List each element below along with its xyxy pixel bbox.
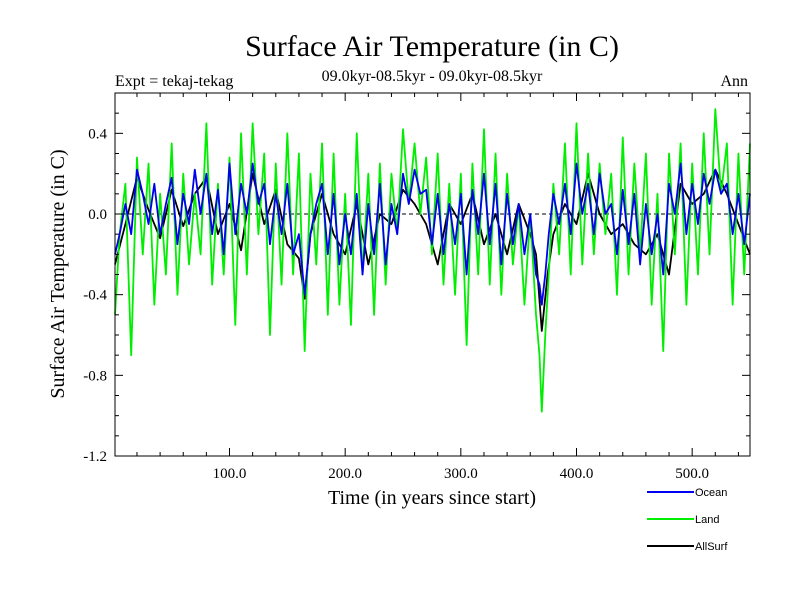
- series-line-land: [114, 108, 751, 413]
- x-tick-label: 500.0: [675, 466, 709, 482]
- axes: 100.0 200.0 300.0 400.0 500.0 0.4 0.0 -0.4 -0.8 -…: [83, 92, 750, 482]
- y-tick-label: -1.2: [83, 449, 107, 465]
- legend: Ocean Land AllSurf: [647, 487, 728, 553]
- y-tick-label: 0.0: [88, 207, 107, 223]
- season-label: Ann: [720, 73, 748, 90]
- y-axis-label: Surface Air Temperature (in C): [47, 149, 69, 398]
- plot-frame: [114, 92, 751, 457]
- y-tick-label: 0.4: [88, 126, 107, 142]
- x-tick-label: 300.0: [444, 466, 478, 482]
- x-tick-label: 200.0: [328, 466, 362, 482]
- x-axis-label: Time (in years since start): [328, 487, 536, 509]
- legend-label-land: Land: [695, 514, 719, 526]
- x-tick-label: 100.0: [213, 466, 247, 482]
- legend-label-allsurf: AllSurf: [695, 541, 728, 553]
- y-tick-label: -0.8: [83, 368, 107, 384]
- period-label: 09.0kyr-08.5kyr - 09.0kyr-08.5kyr: [322, 68, 543, 85]
- legend-label-ocean: Ocean: [695, 487, 727, 499]
- x-tick-label: 400.0: [560, 466, 594, 482]
- plot-area: [114, 108, 751, 413]
- experiment-label: Expt = tekaj-tekag: [115, 73, 233, 90]
- chart-title: Surface Air Temperature (in C): [245, 30, 619, 63]
- y-tick-label: -0.4: [83, 288, 107, 304]
- series-line-ocean: [114, 162, 751, 306]
